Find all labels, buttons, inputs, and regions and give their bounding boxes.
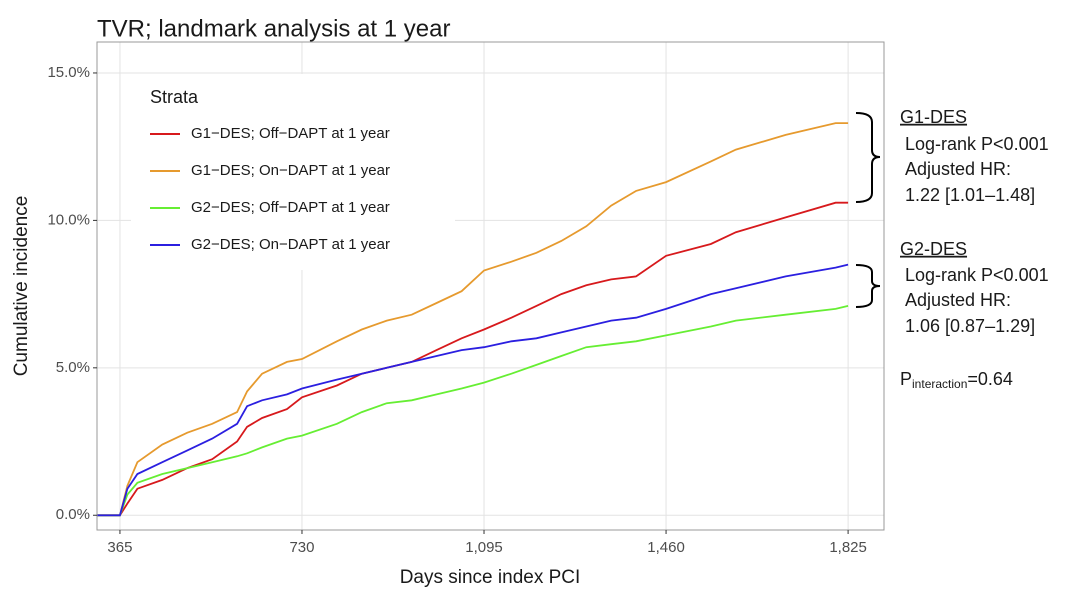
annotation-line: Adjusted HR: <box>905 290 1011 310</box>
series-line <box>97 263 849 517</box>
x-tick-label: 1,095 <box>465 539 503 556</box>
p-subscript: interaction <box>912 377 967 391</box>
series-lines <box>97 122 849 517</box>
y-axis-title: Cumulative incidence <box>11 196 32 377</box>
p-symbol: P <box>900 369 912 389</box>
bracket <box>855 264 881 308</box>
x-tick-label: 730 <box>289 539 314 556</box>
y-tick-label: 5.0% <box>56 359 90 376</box>
chart-title: TVR; landmark analysis at 1 year <box>97 15 450 42</box>
y-tick-label: 15.0% <box>47 64 90 81</box>
legend-label: G2−DES; On−DAPT at 1 year <box>191 236 390 253</box>
legend-label: G1−DES; Off−DAPT at 1 year <box>191 125 390 142</box>
x-tick-label: 1,825 <box>829 539 867 556</box>
p-value: =0.64 <box>967 369 1013 389</box>
legend-label: G2−DES; Off−DAPT at 1 year <box>191 199 390 216</box>
panel-border <box>96 41 885 531</box>
bracket <box>855 112 881 203</box>
annotation-line: Adjusted HR: <box>905 159 1011 179</box>
legend-label: G1−DES; On−DAPT at 1 year <box>191 162 390 179</box>
legend-title: Strata <box>150 87 199 107</box>
annotations: G1-DES Log-rank P<0.001 Adjusted HR: 1.2… <box>855 107 1049 391</box>
annotation-heading: G2-DES <box>900 239 967 259</box>
annotation-line: 1.22 [1.01–1.48] <box>905 185 1035 205</box>
legend-box <box>131 74 455 270</box>
annotation-heading: G1-DES <box>900 107 967 127</box>
y-tick-label: 0.0% <box>56 506 90 523</box>
x-tick-label: 1,460 <box>647 539 685 556</box>
x-tick-label: 365 <box>107 539 132 556</box>
interaction-p: Pinteraction=0.64 <box>900 369 1013 391</box>
series-line <box>97 305 849 517</box>
x-axis-title: Days since index PCI <box>400 567 581 588</box>
annotation-line: Log-rank P<0.001 <box>905 134 1049 154</box>
series-line <box>97 122 849 517</box>
legend: Strata G1−DES; Off−DAPT at 1 year G1−DES;… <box>131 74 455 270</box>
annotation-line: Log-rank P<0.001 <box>905 265 1049 285</box>
y-tick-label: 10.0% <box>47 211 90 228</box>
annotation-line: 1.06 [0.87–1.29] <box>905 316 1035 336</box>
